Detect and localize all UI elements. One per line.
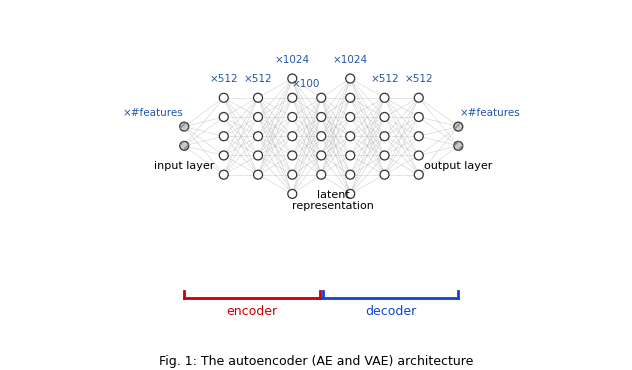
Circle shape: [317, 151, 325, 160]
Circle shape: [288, 189, 297, 198]
Circle shape: [346, 112, 355, 121]
Circle shape: [380, 151, 389, 160]
Circle shape: [380, 132, 389, 141]
Circle shape: [346, 189, 355, 198]
Text: ×512: ×512: [404, 74, 433, 84]
Circle shape: [317, 170, 325, 179]
Circle shape: [288, 132, 297, 141]
Circle shape: [380, 93, 389, 102]
Circle shape: [415, 93, 423, 102]
Circle shape: [253, 132, 262, 141]
Text: Fig. 1: The autoencoder (AE and VAE) architecture: Fig. 1: The autoencoder (AE and VAE) arc…: [159, 355, 473, 368]
Text: ×100: ×100: [291, 79, 320, 89]
Circle shape: [253, 112, 262, 121]
Text: ×1024: ×1024: [275, 55, 310, 65]
Circle shape: [346, 93, 355, 102]
Text: output layer: output layer: [424, 161, 492, 171]
Text: ×#features: ×#features: [122, 108, 183, 118]
Circle shape: [253, 151, 262, 160]
Text: ×512: ×512: [370, 74, 399, 84]
Circle shape: [288, 112, 297, 121]
Circle shape: [415, 151, 423, 160]
Circle shape: [219, 132, 228, 141]
Text: ×512: ×512: [209, 74, 238, 84]
Text: ×512: ×512: [244, 74, 272, 84]
Circle shape: [415, 132, 423, 141]
Circle shape: [454, 122, 463, 131]
Circle shape: [346, 170, 355, 179]
Circle shape: [346, 151, 355, 160]
Text: ×#features: ×#features: [459, 108, 520, 118]
Circle shape: [219, 170, 228, 179]
Circle shape: [317, 93, 325, 102]
Text: input layer: input layer: [154, 161, 214, 171]
Circle shape: [346, 74, 355, 83]
Text: encoder: encoder: [226, 305, 277, 318]
Circle shape: [253, 93, 262, 102]
Circle shape: [179, 122, 189, 131]
Circle shape: [380, 112, 389, 121]
Circle shape: [317, 112, 325, 121]
Circle shape: [288, 170, 297, 179]
Circle shape: [288, 151, 297, 160]
Circle shape: [317, 132, 325, 141]
Circle shape: [346, 132, 355, 141]
Circle shape: [288, 93, 297, 102]
Circle shape: [179, 141, 189, 150]
Circle shape: [253, 170, 262, 179]
Circle shape: [219, 151, 228, 160]
Circle shape: [219, 112, 228, 121]
Circle shape: [415, 112, 423, 121]
Text: ×1024: ×1024: [332, 55, 368, 65]
Circle shape: [380, 170, 389, 179]
Circle shape: [415, 170, 423, 179]
Circle shape: [219, 93, 228, 102]
Text: decoder: decoder: [365, 305, 416, 318]
Circle shape: [288, 74, 297, 83]
Circle shape: [454, 141, 463, 150]
Text: latent
representation: latent representation: [292, 190, 374, 211]
